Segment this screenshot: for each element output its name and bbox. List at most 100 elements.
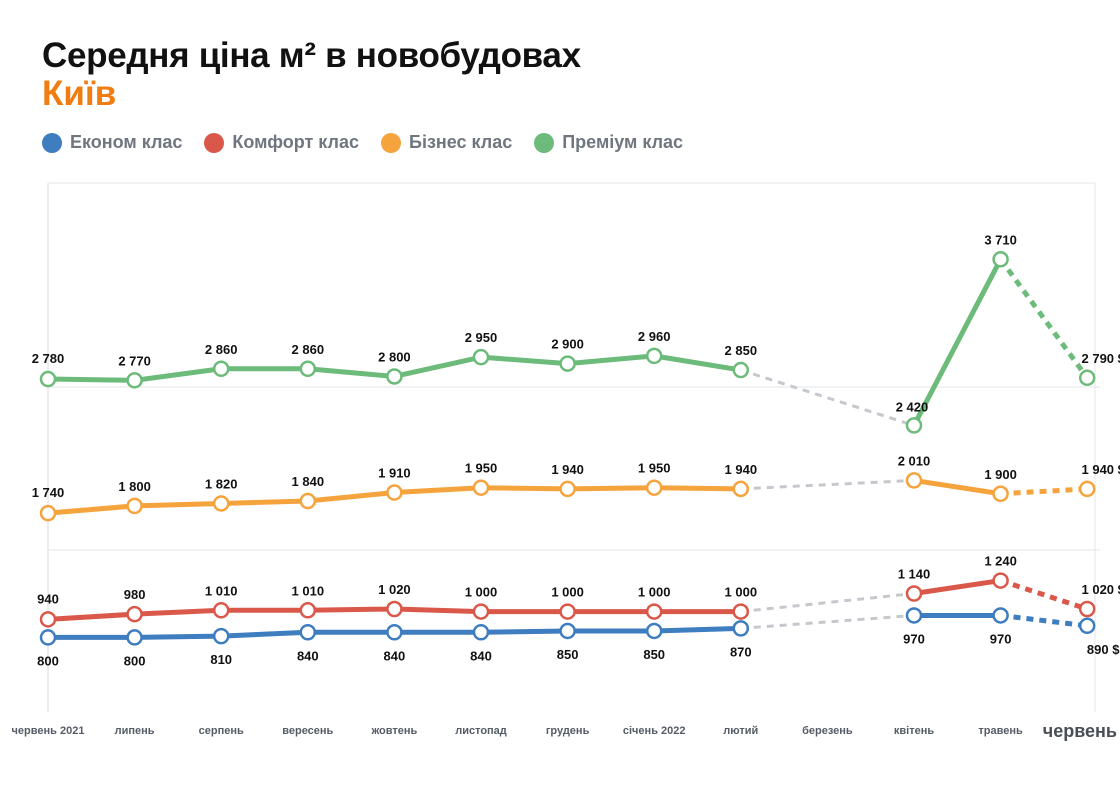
data-point bbox=[645, 479, 663, 496]
data-label: 840 bbox=[297, 648, 319, 663]
data-label: 840 bbox=[384, 648, 406, 663]
data-point bbox=[1078, 480, 1096, 498]
data-label: 2 860 bbox=[205, 342, 238, 357]
data-point bbox=[472, 624, 490, 641]
data-point bbox=[559, 603, 576, 620]
data-point bbox=[472, 603, 490, 620]
data-point bbox=[299, 624, 317, 641]
data-label: 1 940 bbox=[725, 462, 758, 477]
legend-item-comfort: Комфорт клас bbox=[204, 132, 359, 153]
data-label: 1 800 bbox=[118, 479, 151, 494]
x-tick-label: листопад bbox=[455, 725, 507, 737]
data-label: 1 950 bbox=[638, 461, 671, 476]
data-point bbox=[992, 251, 1009, 268]
data-point bbox=[732, 603, 750, 620]
data-point bbox=[126, 605, 143, 623]
data-label: 2 860 bbox=[292, 342, 325, 357]
data-label: 2 900 bbox=[551, 337, 584, 352]
data-label: 1 950 bbox=[465, 461, 498, 476]
data-point bbox=[732, 620, 750, 637]
data-point bbox=[645, 622, 663, 640]
data-point bbox=[212, 360, 230, 378]
data-point bbox=[732, 480, 750, 498]
series-forecast-line bbox=[1000, 486, 1088, 497]
data-point bbox=[1078, 617, 1096, 635]
data-label: 1 020 $ bbox=[1082, 582, 1120, 597]
data-point bbox=[39, 370, 57, 388]
gap-bridge-line bbox=[740, 478, 915, 491]
data-label: 2 960 bbox=[638, 329, 671, 344]
data-label: 2 950 bbox=[465, 330, 498, 345]
data-label: 810 bbox=[210, 652, 232, 667]
data-label: 1 820 bbox=[205, 476, 238, 491]
legend-label: Економ клас bbox=[70, 132, 183, 152]
data-point bbox=[559, 355, 576, 372]
data-label: 2 770 bbox=[118, 353, 151, 368]
data-label: 1 740 bbox=[32, 485, 65, 500]
data-point bbox=[992, 485, 1009, 503]
data-label: 1 840 bbox=[292, 474, 325, 489]
data-point bbox=[559, 622, 576, 640]
data-point bbox=[992, 607, 1009, 624]
legend-swatch bbox=[534, 132, 555, 153]
data-point bbox=[126, 629, 143, 646]
data-point bbox=[39, 629, 57, 646]
data-label: 850 bbox=[643, 647, 665, 662]
series-forecast-line bbox=[998, 257, 1090, 380]
gap-bridge-line bbox=[740, 592, 915, 614]
data-point bbox=[386, 484, 403, 501]
x-tick-label: грудень bbox=[546, 725, 590, 737]
data-label: 970 bbox=[990, 631, 1012, 646]
data-point bbox=[299, 360, 317, 378]
data-label: 890 $ bbox=[1087, 642, 1120, 657]
data-label: 850 bbox=[557, 647, 579, 662]
data-label: 1 940 $ bbox=[1082, 462, 1120, 477]
data-point bbox=[299, 492, 317, 510]
data-label: 2 790 $ bbox=[1082, 351, 1120, 366]
data-point bbox=[905, 472, 923, 489]
data-point bbox=[299, 602, 317, 619]
data-label: 940 bbox=[37, 591, 59, 606]
data-label: 1 010 bbox=[292, 583, 325, 598]
gap-bridge-line bbox=[740, 613, 915, 630]
data-label: 1 900 bbox=[984, 467, 1017, 482]
data-point bbox=[212, 602, 230, 619]
data-point bbox=[126, 497, 143, 515]
x-tick-label: травень bbox=[978, 725, 1023, 737]
legend-item-econom: Економ клас bbox=[42, 132, 182, 153]
x-tick-label: березень bbox=[802, 725, 853, 737]
data-point bbox=[905, 417, 923, 434]
data-label: 2 850 bbox=[725, 343, 758, 358]
data-label: 1 140 bbox=[898, 567, 931, 582]
legend-item-business: Бізнес клас bbox=[381, 132, 512, 153]
data-label: 1 910 bbox=[378, 466, 411, 481]
data-label: 2 420 bbox=[896, 399, 929, 414]
series-forecast-line bbox=[1000, 612, 1088, 629]
legend-label: Комфорт клас bbox=[232, 132, 359, 152]
data-label: 870 bbox=[730, 644, 752, 659]
data-point bbox=[472, 348, 490, 366]
data-label: 1 000 bbox=[465, 585, 498, 600]
data-label: 1 940 bbox=[551, 462, 584, 477]
data-point bbox=[905, 607, 923, 624]
data-point bbox=[39, 504, 57, 522]
series-line bbox=[911, 477, 1004, 497]
data-point bbox=[992, 572, 1009, 589]
chart-title: Середня ціна м² в новобудовах bbox=[42, 36, 581, 75]
data-point bbox=[386, 624, 403, 641]
data-label: 800 bbox=[37, 653, 59, 668]
data-label: 980 bbox=[124, 587, 146, 602]
series-line bbox=[911, 256, 1004, 428]
legend-swatch bbox=[381, 132, 401, 153]
data-point bbox=[212, 495, 230, 512]
data-point bbox=[1078, 600, 1096, 618]
data-point bbox=[1078, 369, 1096, 387]
data-point bbox=[386, 600, 403, 618]
x-tick-label: жовтень bbox=[371, 725, 418, 737]
legend-swatch bbox=[204, 132, 225, 153]
data-label: 840 bbox=[470, 648, 492, 663]
data-point bbox=[732, 361, 750, 379]
data-point bbox=[905, 585, 923, 602]
data-label: 800 bbox=[124, 653, 146, 668]
data-point bbox=[212, 627, 230, 645]
